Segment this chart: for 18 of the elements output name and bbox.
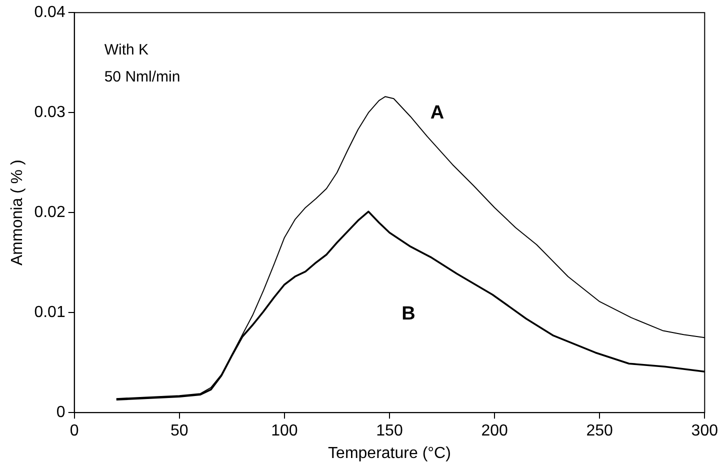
x-tick-label: 50 bbox=[170, 422, 188, 440]
x-tick-label: 100 bbox=[271, 422, 298, 440]
y-tick-label: 0.03 bbox=[34, 104, 66, 122]
x-tick-label: 250 bbox=[586, 422, 614, 440]
series-label: A bbox=[430, 102, 444, 124]
annotation: 50 Nml/min bbox=[104, 68, 180, 86]
x-tick-label: 150 bbox=[376, 422, 403, 440]
y-tick-label: 0.01 bbox=[34, 304, 66, 322]
x-tick-label: 0 bbox=[70, 422, 79, 440]
x-axis-title: Temperature (°C) bbox=[328, 444, 451, 462]
y-tick-label: 0 bbox=[56, 404, 66, 422]
x-tick-label: 300 bbox=[691, 422, 718, 440]
text: B bbox=[402, 304, 416, 325]
x-tick-label: 200 bbox=[481, 422, 508, 440]
annotation: With K bbox=[104, 42, 149, 59]
y-axis-title: Ammonia ( % ) bbox=[9, 160, 26, 266]
y-tick-label: 0.04 bbox=[34, 4, 66, 22]
y-tick-label: 0.02 bbox=[34, 204, 66, 222]
